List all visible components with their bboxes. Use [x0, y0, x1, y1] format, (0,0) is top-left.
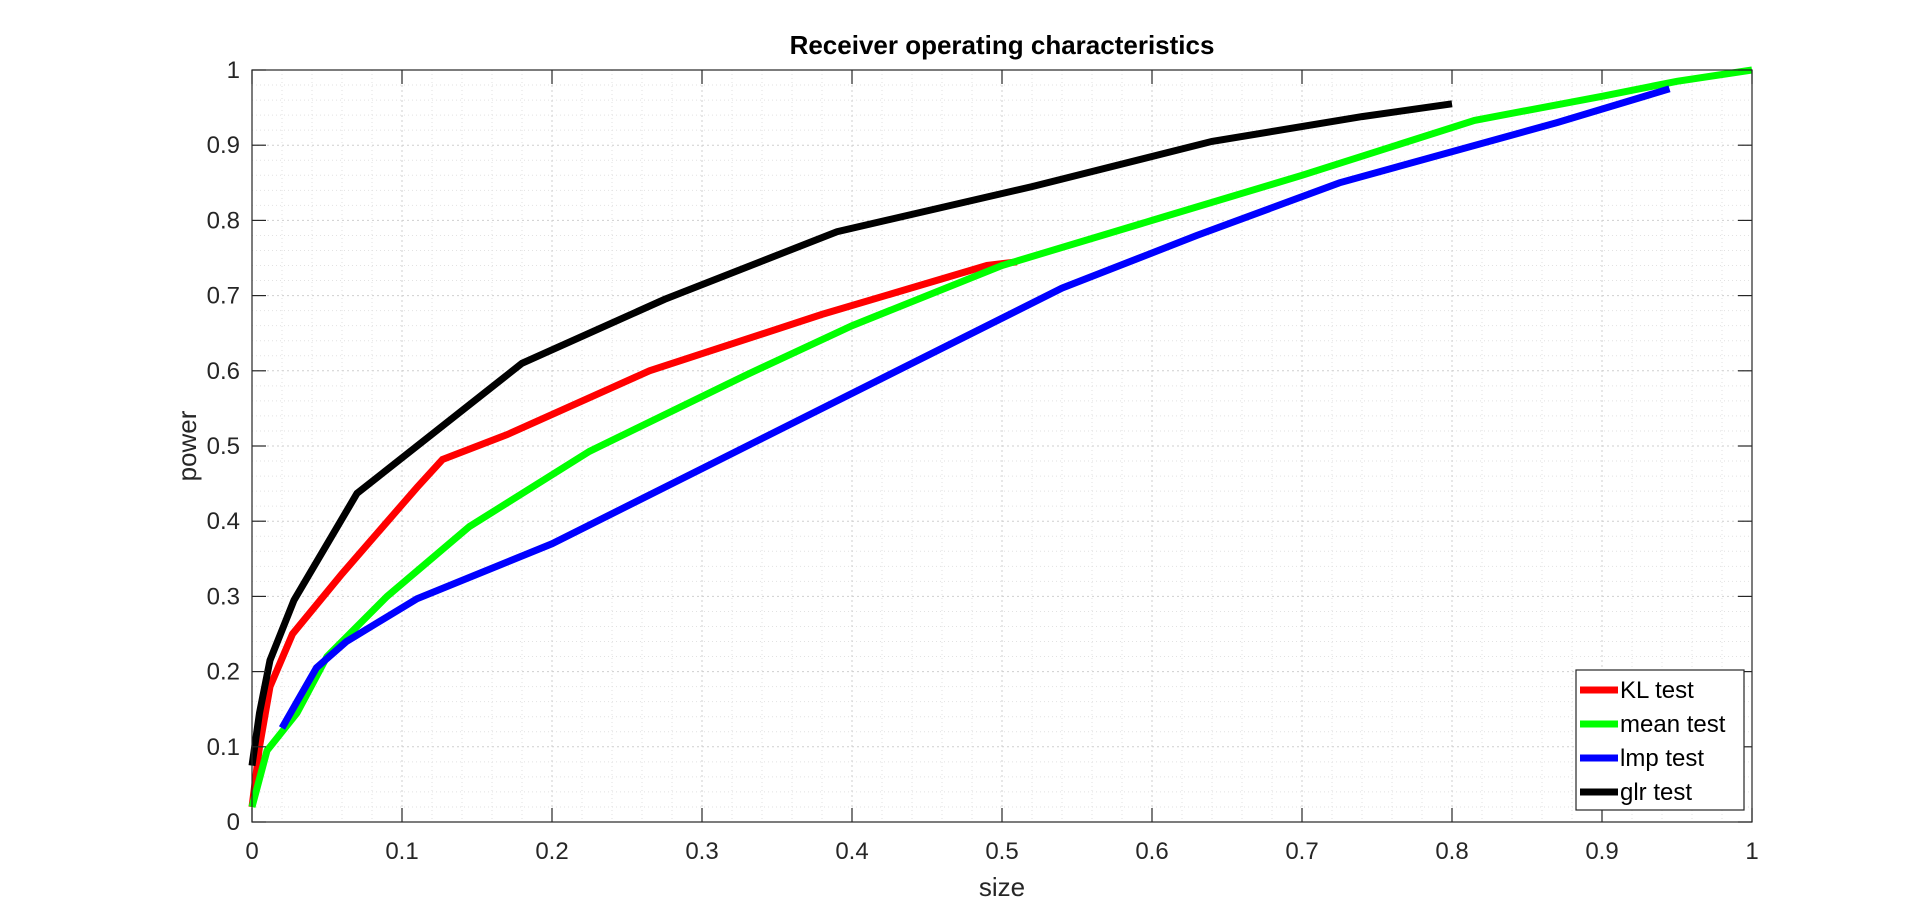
y-tick-label: 0.9: [207, 132, 240, 159]
y-tick-label: 0: [227, 809, 240, 836]
x-tick-label: 0.6: [1135, 838, 1168, 865]
legend-label: KL test: [1620, 677, 1694, 704]
y-tick-label: 0.3: [207, 583, 240, 610]
chart-title: Receiver operating characteristics: [790, 30, 1215, 60]
y-tick-label: 0.7: [207, 283, 240, 310]
x-tick-label: 0.8: [1435, 838, 1468, 865]
x-tick-label: 0.1: [385, 838, 418, 865]
x-tick-label: 0.3: [685, 838, 718, 865]
legend-label: glr test: [1620, 779, 1692, 806]
series-line-glr-test: [248, 100, 1453, 767]
x-axis-label: size: [979, 872, 1025, 902]
series-line-mean-test: [248, 66, 1753, 808]
x-tick-label: 0.7: [1285, 838, 1318, 865]
y-tick-label: 0.5: [207, 433, 240, 460]
x-tick-label: 0.5: [985, 838, 1018, 865]
y-tick-label: 0.1: [207, 734, 240, 761]
y-tick-label: 0.6: [207, 358, 240, 385]
x-tick-label: 0: [245, 838, 258, 865]
x-tick-label: 1: [1745, 838, 1758, 865]
legend: KL test mean test lmp test glr test: [1575, 669, 1745, 811]
series-layer: [248, 66, 1753, 808]
x-tick-labels: 0 0.1 0.2 0.3 0.4 0.5 0.6 0.7 0.8 0.9 1: [245, 838, 1758, 865]
y-tick-label: 1: [227, 57, 240, 84]
y-tick-label: 0.4: [207, 508, 240, 535]
legend-label: mean test: [1620, 711, 1726, 738]
y-axis-label: power: [172, 410, 202, 481]
y-tick-labels: 0 0.1 0.2 0.3 0.4 0.5 0.6 0.7 0.8 0.9 1: [207, 57, 240, 836]
x-tick-label: 0.2: [535, 838, 568, 865]
x-tick-label: 0.4: [835, 838, 868, 865]
axis-ticks: [251, 69, 1753, 823]
series-line-kl-test: [248, 258, 1018, 808]
y-tick-label: 0.2: [207, 659, 240, 686]
series-line-lmp-test: [278, 85, 1671, 730]
x-tick-label: 0.9: [1585, 838, 1618, 865]
legend-label: lmp test: [1620, 745, 1704, 772]
y-tick-label: 0.8: [207, 207, 240, 234]
